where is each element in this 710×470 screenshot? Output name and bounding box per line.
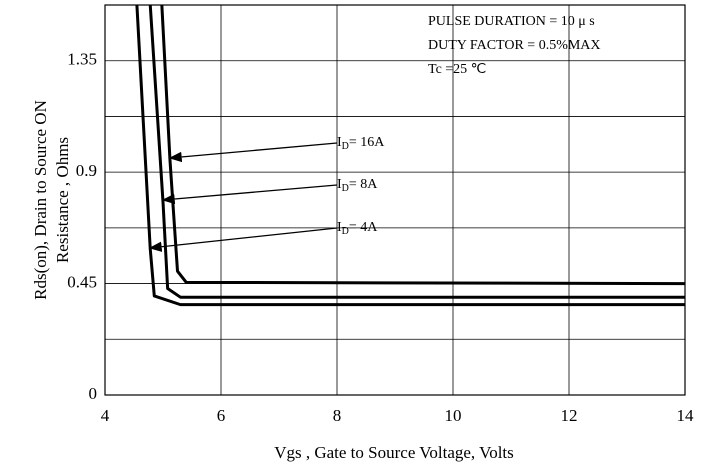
series-line — [148, 4, 685, 299]
y-axis-label: Rds(on), Drain to Source ON — [31, 100, 50, 300]
x-tick-label: 12 — [561, 406, 578, 425]
series-label: ID= 16A — [337, 135, 385, 152]
x-tick-label: 4 — [101, 406, 110, 425]
y-tick-label: 1.35 — [67, 50, 97, 69]
label-part: I — [337, 177, 342, 192]
y-tick-label: 0 — [89, 384, 98, 403]
label-arrow — [161, 184, 338, 205]
x-tick-label: 14 — [677, 406, 695, 425]
series-line — [135, 4, 685, 307]
label-part: = 16A — [349, 135, 385, 150]
label-part: I — [337, 220, 342, 235]
series-label: ID= 4A — [337, 220, 378, 237]
series-line — [160, 4, 686, 286]
x-tick-label: 8 — [333, 406, 342, 425]
label-part: = 8A — [349, 177, 378, 192]
series-label: ID= 8A — [337, 177, 378, 194]
label-arrow — [168, 142, 338, 163]
plot-frame — [104, 4, 686, 396]
annotation: PULSE DURATION = 10 μ s — [428, 14, 595, 29]
annotation: DUTY FACTOR = 0.5%MAX — [428, 38, 601, 53]
label-subscript: D — [342, 226, 349, 237]
y-tick-label: 0.9 — [76, 161, 97, 180]
annotation: Tc =25 ℃ — [428, 62, 486, 77]
y-axis-label: Resistance , Ohms — [53, 137, 72, 263]
label-arrow — [148, 227, 338, 252]
label-part: I — [337, 135, 342, 150]
label-part: = 4A — [349, 220, 378, 235]
label-subscript: D — [342, 183, 349, 194]
x-tick-label: 10 — [445, 406, 462, 425]
y-tick-label: 0.45 — [67, 272, 97, 291]
x-axis-label: Vgs , Gate to Source Voltage, Volts — [274, 443, 514, 462]
x-tick-label: 6 — [217, 406, 226, 425]
label-subscript: D — [342, 141, 349, 152]
